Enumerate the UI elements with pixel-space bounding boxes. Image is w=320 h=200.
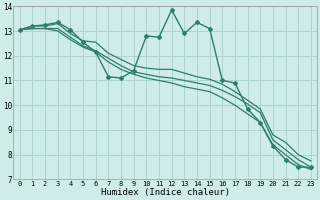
X-axis label: Humidex (Indice chaleur): Humidex (Indice chaleur) bbox=[101, 188, 230, 197]
